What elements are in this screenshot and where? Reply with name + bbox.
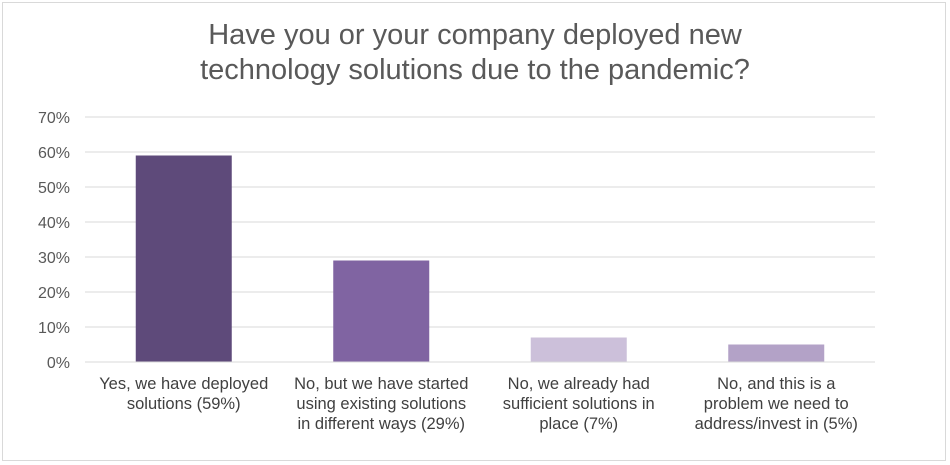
x-category-label: No, but we have started using existing so… — [283, 374, 479, 434]
x-category-label-line: No, we already had — [507, 375, 650, 393]
x-category-label-line: using existing solutions — [296, 395, 467, 413]
y-tick-label: 40% — [38, 215, 70, 232]
y-tick-label: 70% — [38, 110, 70, 127]
x-category-label: Yes, we have deployed solutions (59%) — [86, 374, 282, 414]
x-category-label: No, and this is a problem we need to addre… — [678, 374, 874, 434]
y-tick-label: 30% — [38, 250, 70, 267]
y-tick-label: 60% — [38, 145, 70, 162]
y-tick-label: 50% — [38, 180, 70, 197]
y-tick-label: 0% — [47, 355, 70, 372]
x-category-label: No, we already had sufficient solutions i… — [481, 374, 677, 434]
bars — [135, 155, 825, 362]
y-tick-label: 20% — [38, 285, 70, 302]
chart-title-line-1: Have you or your company deployed new — [208, 19, 742, 51]
x-category-label-line: problem we need to — [703, 395, 849, 413]
x-category-label-line: No, and this is a — [717, 375, 836, 393]
x-category-label-line: No, but we have started — [294, 375, 469, 393]
x-category-label-line: sufficient solutions in — [502, 395, 655, 413]
bar — [728, 344, 825, 362]
x-category-label-line: Yes, we have deployed — [99, 375, 269, 393]
x-category-label-line: place (7%) — [539, 415, 619, 433]
chart-title-line-2: technology solutions due to the pandemic… — [200, 54, 750, 86]
x-category-label-line: address/invest in (5%) — [694, 415, 858, 433]
chart-title: Have you or your company deployed new te… — [0, 18, 950, 88]
x-category-label-line: solutions (59%) — [126, 395, 241, 413]
bar — [333, 260, 430, 362]
y-tick-label: 10% — [38, 320, 70, 337]
bar — [135, 155, 232, 362]
x-category-label-line: in different ways (29%) — [297, 415, 466, 433]
y-axis-ticks: 0% 10% 20% 30% 40% 50% 60% 70% — [38, 110, 70, 372]
bar — [530, 337, 627, 362]
